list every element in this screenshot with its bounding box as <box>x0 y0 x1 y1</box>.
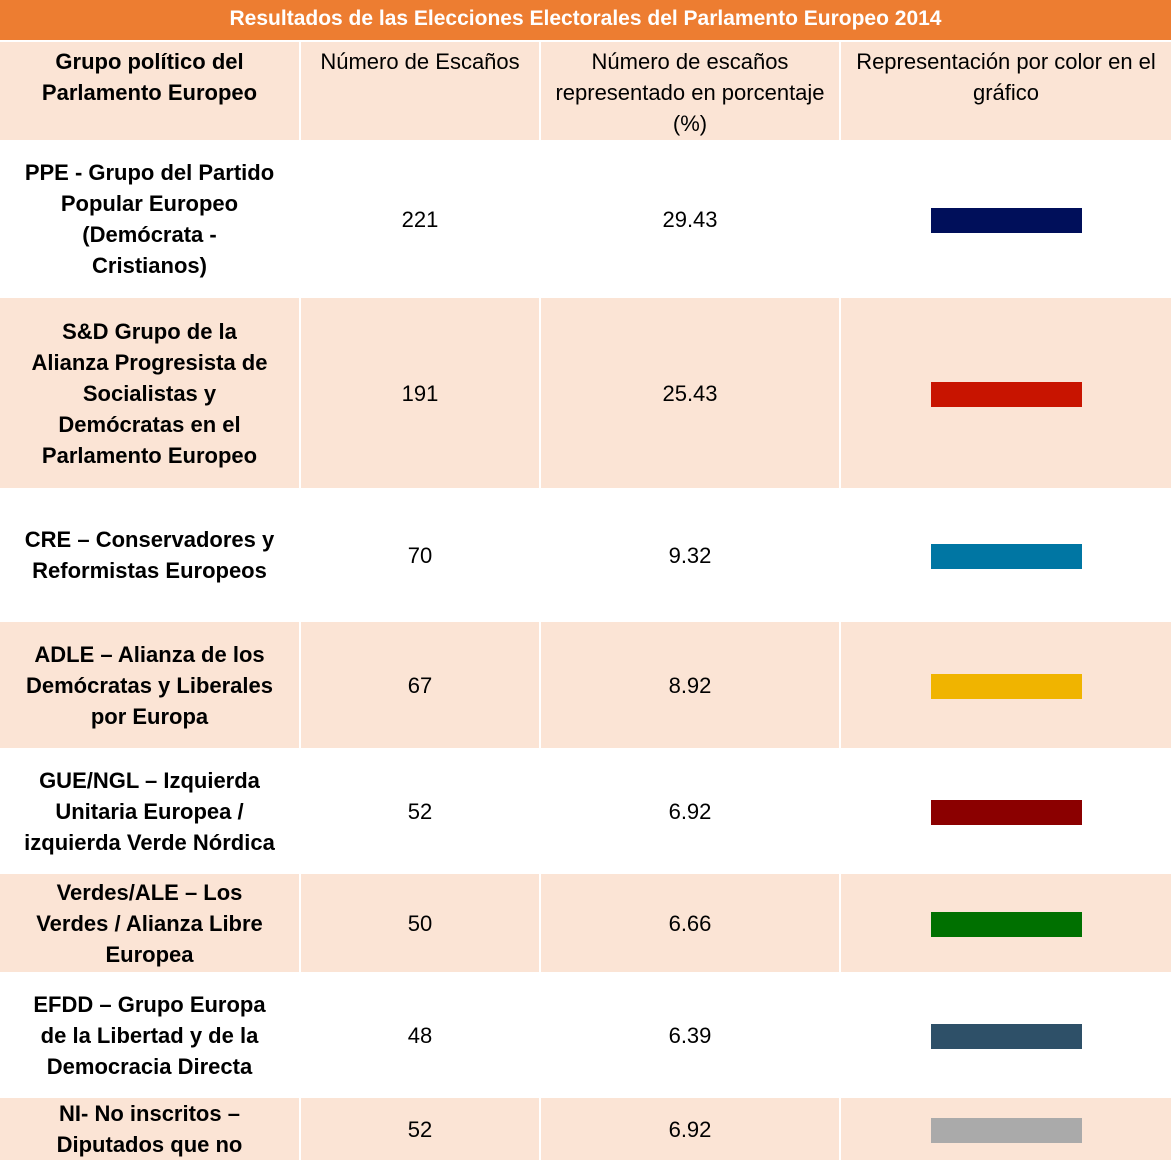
results-table: Grupo político del Parlamento Europeo Núm… <box>0 42 1171 1160</box>
seats-cell: 52 <box>299 1098 540 1160</box>
percent-cell: 25.43 <box>539 298 840 488</box>
seats-cell: 67 <box>299 622 540 748</box>
color-cell <box>839 874 1171 972</box>
seats-cell: 48 <box>299 972 540 1098</box>
header-cell: Número de escaños representado en porcen… <box>539 42 840 140</box>
percent-cell: 6.66 <box>539 874 840 972</box>
header-row: Grupo político del Parlamento Europeo Núm… <box>0 42 1171 140</box>
color-swatch <box>930 208 1082 234</box>
header-cell: Número de Escaños <box>299 42 540 140</box>
color-swatch <box>930 912 1082 938</box>
table-row: CRE – Conservadores y Reformistas Europe… <box>0 488 1171 622</box>
color-cell <box>839 298 1171 488</box>
color-swatch <box>930 382 1082 408</box>
group-cell: S&D Grupo de la Alianza Progresista de S… <box>0 298 300 488</box>
percent-cell: 29.43 <box>539 140 840 298</box>
color-swatch <box>930 1024 1082 1050</box>
percent-cell: 6.92 <box>539 1098 840 1160</box>
color-cell <box>839 1098 1171 1160</box>
color-cell <box>839 622 1171 748</box>
group-cell: EFDD – Grupo Europa de la Libertad y de … <box>33 991 266 1079</box>
group-cell: NI- No inscritos – Diputados que no <box>0 1098 300 1160</box>
color-swatch <box>930 544 1082 570</box>
seats-cell: 221 <box>299 140 540 298</box>
table-row: Verdes/ALE – Los Verdes / Alianza Libre … <box>0 874 1171 972</box>
table-row: GUE/NGL – Izquierda Unitaria Europea / i… <box>0 748 1171 874</box>
percent-cell: 6.39 <box>539 972 840 1098</box>
seats-cell: 191 <box>299 298 540 488</box>
percent-cell: 9.32 <box>539 488 840 622</box>
table-row: NI- No inscritos – Diputados que no 52 6.9… <box>0 1098 1171 1160</box>
color-cell <box>839 748 1171 874</box>
header-cell: Representación por color en el gráfico <box>839 42 1171 140</box>
seats-cell: 50 <box>299 874 540 972</box>
color-swatch <box>930 1118 1082 1144</box>
table-title: Resultados de las Elecciones Electorales… <box>0 0 1171 42</box>
group-cell: PPE - Grupo del Partido Popular Europeo … <box>24 160 275 278</box>
table-row: EFDD – Grupo Europa de la Libertad y de … <box>0 972 1171 1098</box>
header-cell: Grupo político del Parlamento Europeo <box>0 42 300 140</box>
percent-cell: 6.92 <box>539 748 840 874</box>
seats-cell: 52 <box>299 748 540 874</box>
table-row: PPE - Grupo del Partido Popular Europeo … <box>0 140 1171 298</box>
table-row: S&D Grupo de la Alianza Progresista de S… <box>0 298 1171 488</box>
table-row: ADLE – Alianza de los Demócratas y Liber… <box>0 622 1171 748</box>
color-cell <box>839 488 1171 622</box>
color-cell <box>839 972 1171 1098</box>
seats-cell: 70 <box>299 488 540 622</box>
group-cell: GUE/NGL – Izquierda Unitaria Europea / i… <box>24 767 275 855</box>
percent-cell: 8.92 <box>539 622 840 748</box>
group-cell: CRE – Conservadores y Reformistas Europe… <box>24 527 275 583</box>
color-swatch <box>930 800 1082 826</box>
color-swatch <box>930 674 1082 700</box>
color-cell <box>839 140 1171 298</box>
group-cell: ADLE – Alianza de los Demócratas y Liber… <box>0 622 300 748</box>
group-cell: Verdes/ALE – Los Verdes / Alianza Libre … <box>0 874 300 972</box>
